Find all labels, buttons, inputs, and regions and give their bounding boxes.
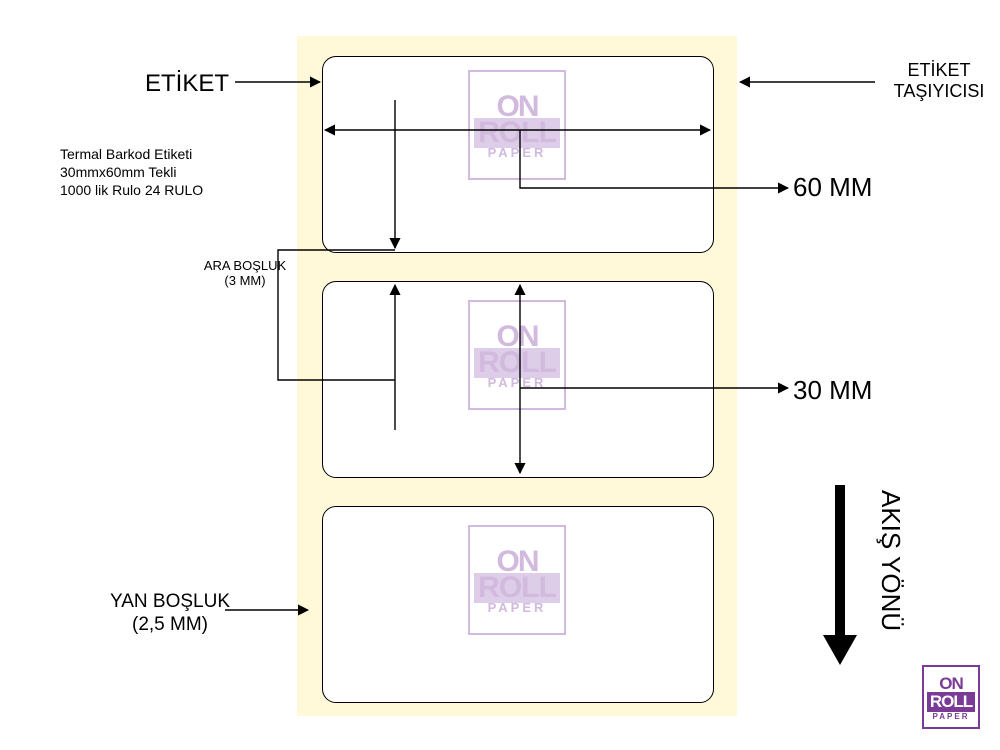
- watermark-logo-3: ON ROLL PAPER: [468, 525, 566, 635]
- akis-yonu-label: AKIŞ YÖNÜ: [875, 490, 906, 631]
- ara-bosluk-label: ARA BOŞLUK(3 MM): [200, 258, 290, 288]
- width-60mm-label: 60 MM: [793, 172, 872, 203]
- etiket-tasiyicisi-label: ETİKETTAŞIYICISI: [884, 60, 994, 102]
- yan-bosluk-label: YAN BOŞLUK(2,5 MM): [105, 590, 235, 636]
- watermark-logo-1: ON ROLL PAPER: [468, 70, 566, 180]
- watermark-logo-2: ON ROLL PAPER: [468, 300, 566, 410]
- height-30mm-label: 30 MM: [793, 375, 872, 406]
- product-description: Termal Barkod Etiketi30mmx60mm Tekli1000…: [60, 145, 203, 199]
- footer-logo: ON ROLL PAPER: [922, 665, 980, 729]
- flow-direction-arrow: [823, 485, 857, 665]
- etiket-label: ETİKET: [145, 70, 229, 98]
